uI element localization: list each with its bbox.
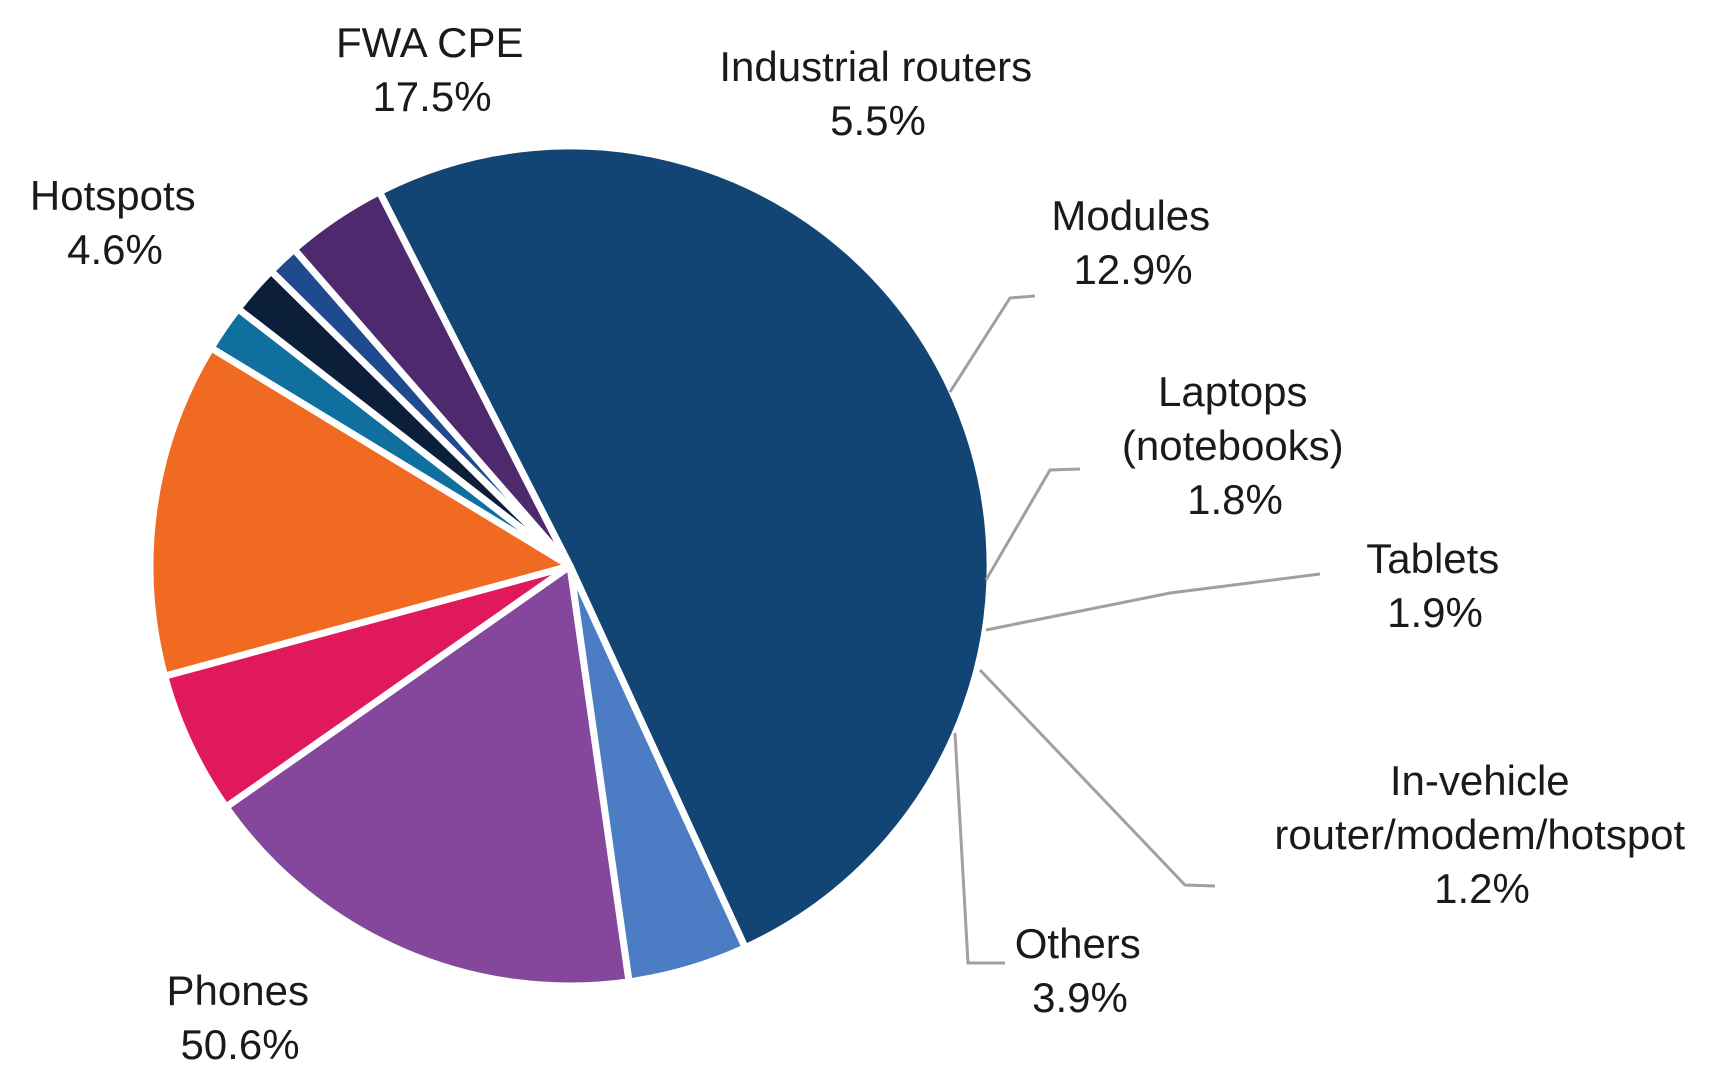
- slice-labels: Phones 50.6% Hotspots 4.6% FWA CPE 17.5%…: [30, 19, 1689, 1068]
- pie-slice-modules: [146, 344, 574, 680]
- leader-line-modules: [948, 294, 1036, 393]
- label-others: Others 3.9%: [1015, 920, 1146, 1021]
- pie-slice-fwa-cpe: [222, 562, 633, 990]
- label-phones: Phones 50.6%: [167, 967, 314, 1068]
- leader-line-others: [953, 732, 1005, 965]
- label-tablets: Tablets 1.9%: [1366, 535, 1504, 636]
- label-modules: Modules 12.9%: [1051, 192, 1214, 293]
- label-in-vehicle: In-vehicle router/modem/hotspot 1.2%: [1274, 757, 1689, 912]
- label-hotspots: Hotspots 4.6%: [30, 172, 200, 273]
- leader-line-tablets: [985, 572, 1321, 632]
- pie-slices: [146, 142, 994, 990]
- label-fwa-cpe: FWA CPE 17.5%: [336, 19, 528, 120]
- label-laptops: Laptops (notebooks) 1.8%: [1122, 368, 1348, 523]
- pie-slice-phones: [375, 142, 994, 952]
- leader-line-in-vehicle: [978, 668, 1216, 888]
- pie-slice-others: [290, 188, 574, 570]
- label-industrial-routers: Industrial routers 5.5%: [719, 43, 1036, 144]
- leader-line-laptops: [984, 467, 1081, 581]
- leader-lines: [948, 294, 1321, 965]
